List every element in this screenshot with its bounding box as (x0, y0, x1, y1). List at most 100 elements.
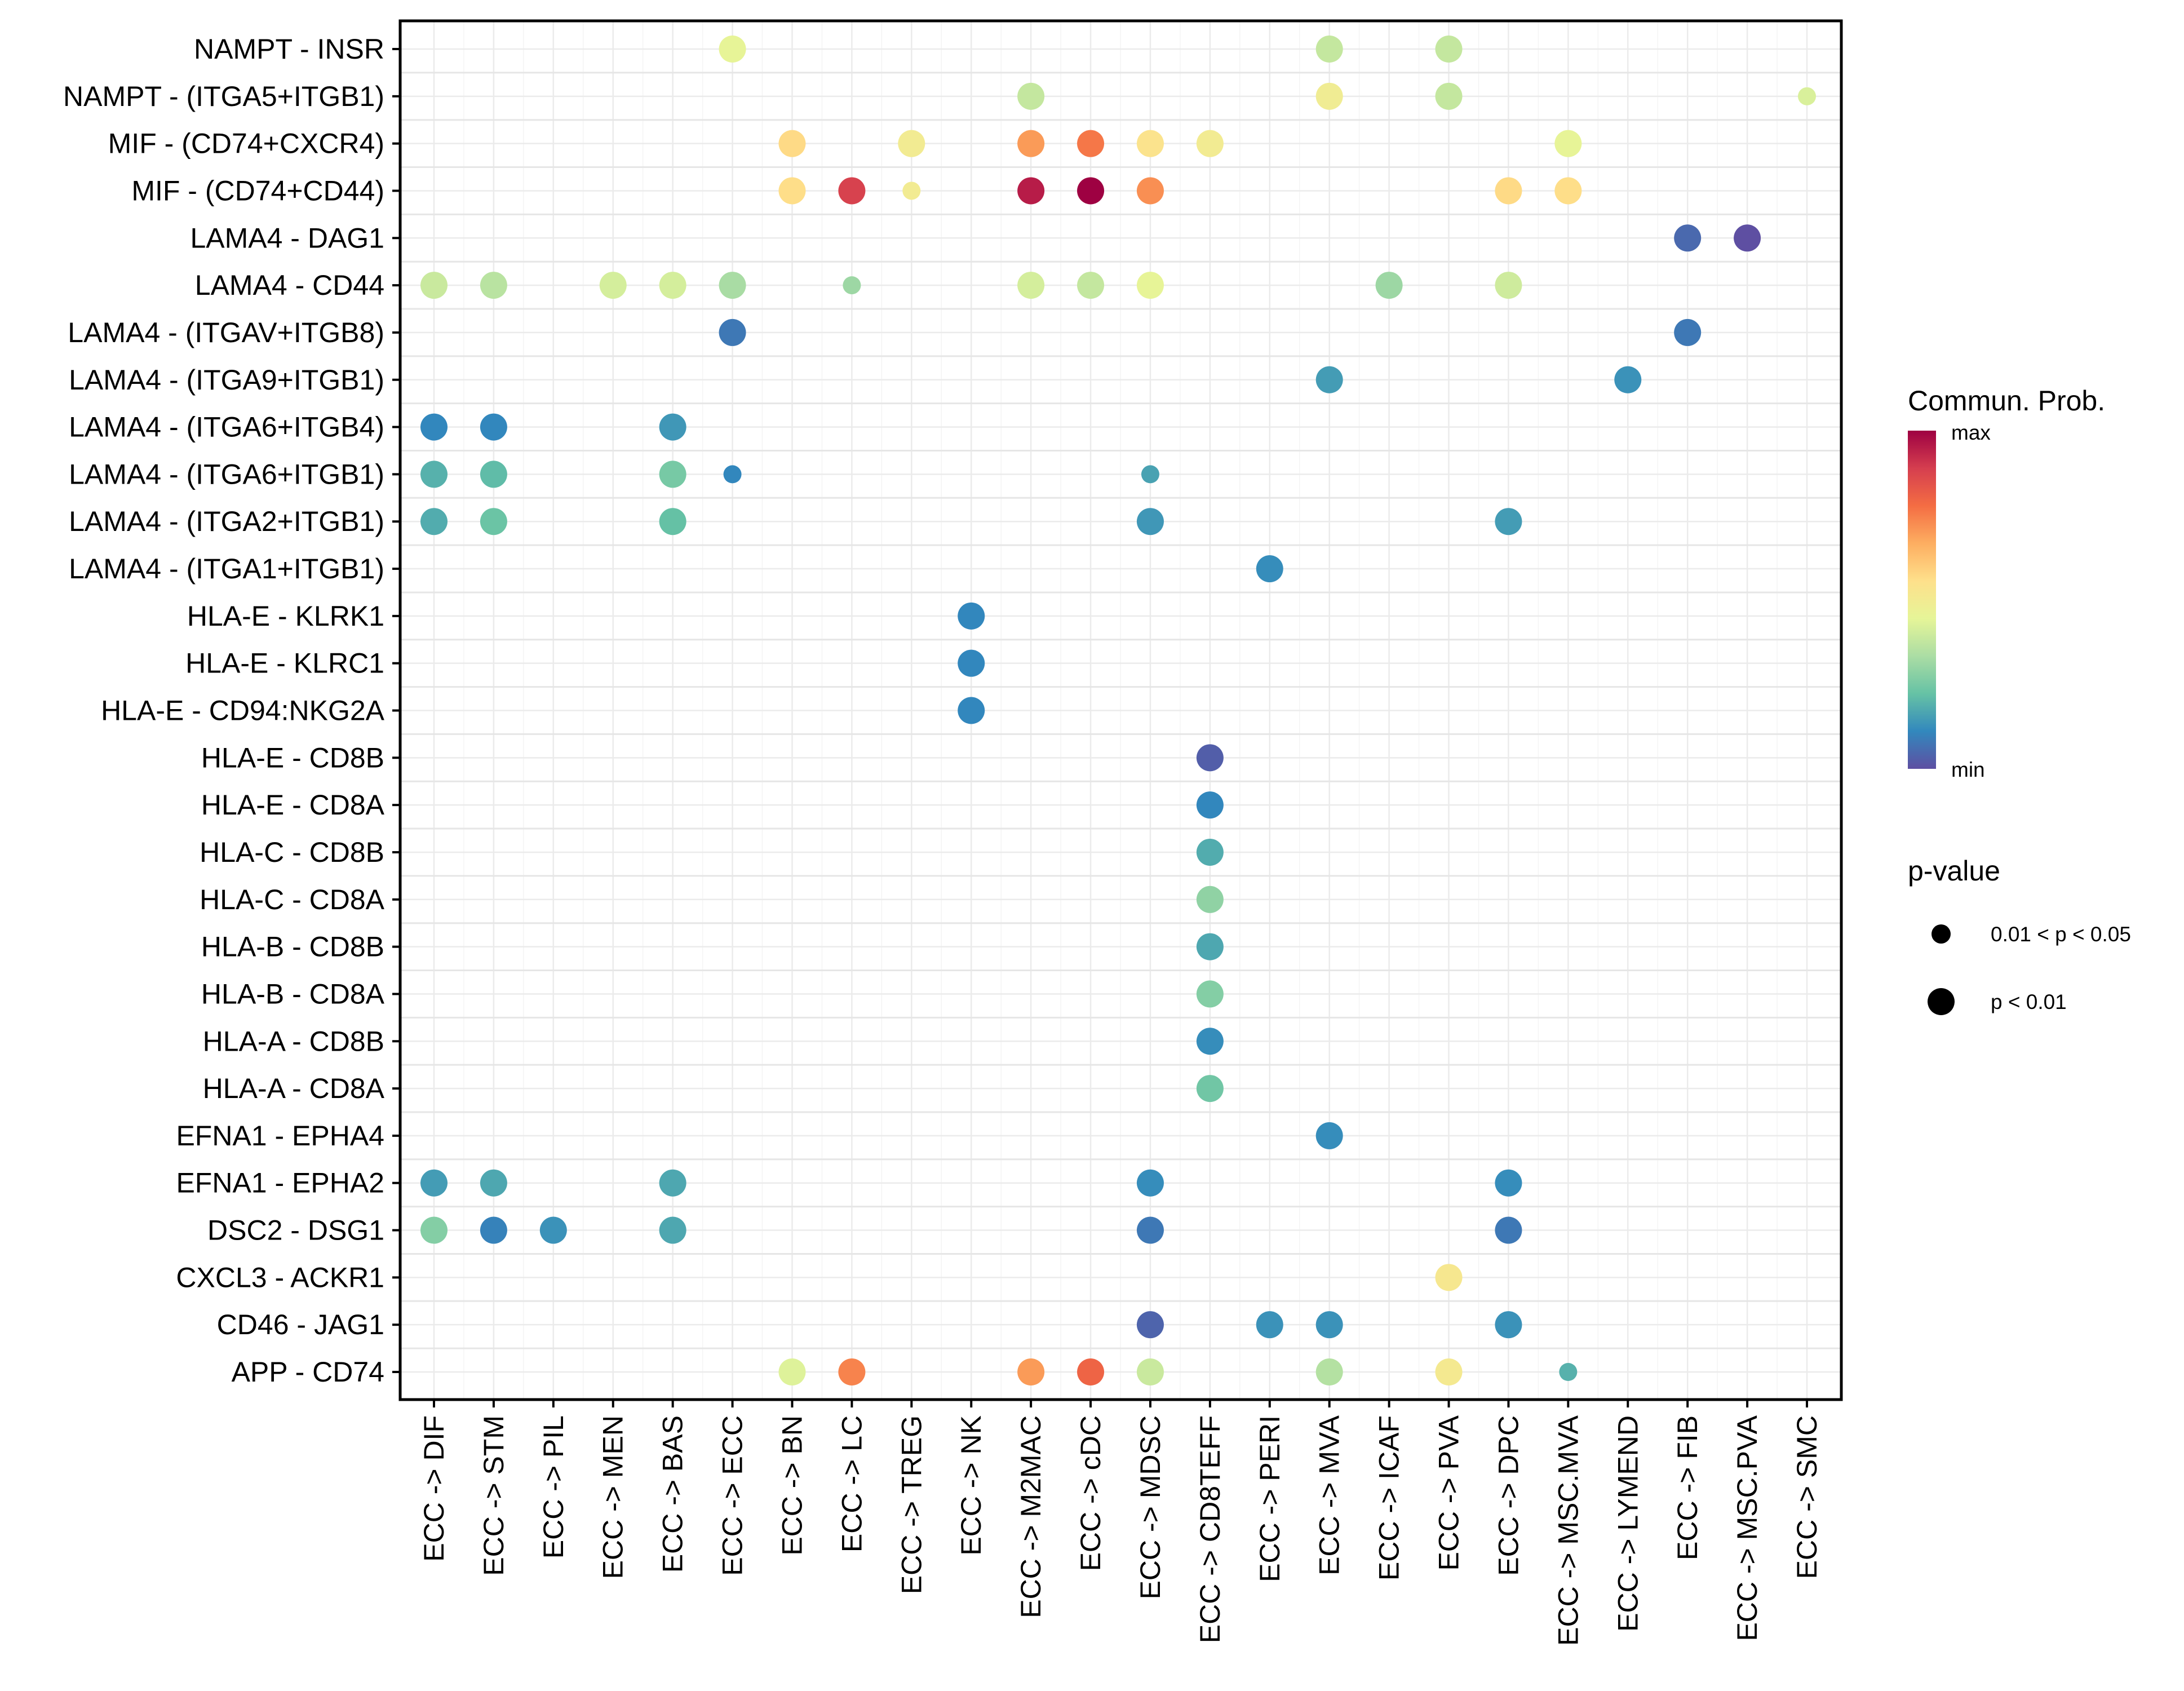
y-tick-label: LAMA4 - (ITGA6+ITGB4) (69, 411, 384, 443)
x-tick-label: ECC -> LYMEND (1612, 1415, 1643, 1632)
y-tick-label: NAMPT - INSR (194, 33, 384, 65)
data-point (1017, 177, 1045, 205)
data-point (719, 272, 746, 299)
x-tick-label: ECC -> M2MAC (1015, 1415, 1047, 1618)
data-point (1077, 272, 1105, 299)
data-point (480, 1169, 507, 1197)
gridlines (400, 21, 1841, 1400)
data-points (420, 36, 1816, 1385)
data-point (1495, 508, 1522, 535)
data-point (1554, 130, 1582, 157)
data-point (659, 272, 686, 299)
data-point (480, 272, 507, 299)
data-point (480, 1216, 507, 1244)
data-point (778, 1358, 806, 1385)
x-tick-label: ECC -> MVA (1314, 1415, 1345, 1575)
data-point (420, 1169, 448, 1197)
data-point (902, 182, 921, 200)
y-tick-label: CXCL3 - ACKR1 (176, 1261, 384, 1293)
y-tick-label: APP - CD74 (232, 1356, 384, 1388)
y-tick-label: MIF - (CD74+CD44) (131, 175, 384, 206)
data-point (1315, 1358, 1343, 1385)
x-tick-label: ECC -> MDSC (1135, 1415, 1166, 1599)
data-point (599, 272, 627, 299)
data-point (1495, 272, 1522, 299)
data-point (1136, 177, 1164, 205)
data-point (1017, 82, 1045, 110)
y-tick-label: HLA-E - KLRC1 (185, 648, 384, 679)
data-point (659, 508, 686, 535)
data-point (1196, 933, 1224, 960)
size-legend-symbol-large (1928, 988, 1955, 1015)
x-tick-label: ECC -> STM (478, 1415, 510, 1576)
x-tick-label: ECC -> BAS (657, 1415, 689, 1573)
size-legend-label-large: p < 0.01 (1991, 990, 2067, 1013)
data-point (480, 508, 507, 535)
y-tick-label: EFNA1 - EPHA4 (176, 1120, 384, 1152)
data-point (1017, 130, 1045, 157)
data-point (480, 461, 507, 488)
data-point (1435, 1264, 1463, 1291)
data-point (1798, 87, 1816, 105)
x-tick-label: ECC -> BN (776, 1415, 808, 1556)
y-tick-label: LAMA4 - CD44 (195, 269, 384, 301)
y-tick-label: HLA-C - CD8B (200, 836, 384, 868)
y-tick-label: HLA-B - CD8A (201, 978, 385, 1010)
color-legend-title: Commun. Prob. (1908, 385, 2105, 417)
data-point (719, 36, 746, 63)
data-point (480, 413, 507, 441)
y-axis: NAMPT - INSR NAMPT - (ITGA5+ITGB1) MIF - (… (63, 33, 400, 1388)
size-legend-title: p-value (1908, 855, 2000, 887)
data-point (1141, 465, 1159, 484)
color-legend-max-label: max (1951, 421, 1991, 444)
x-tick-label: ECC -> TREG (896, 1415, 927, 1594)
data-point (1136, 1169, 1164, 1197)
y-tick-label: LAMA4 - (ITGA1+ITGB1) (69, 553, 384, 585)
data-point (1315, 82, 1343, 110)
data-point (1196, 838, 1224, 866)
data-point (420, 508, 448, 535)
x-tick-label: ECC -> MEN (597, 1415, 629, 1579)
data-point (659, 413, 686, 441)
x-tick-label: ECC -> SMC (1791, 1415, 1823, 1579)
data-point (1196, 1028, 1224, 1055)
data-point (1136, 1311, 1164, 1339)
data-point (1495, 1311, 1522, 1339)
data-point (843, 276, 861, 295)
data-point (1196, 1075, 1224, 1103)
data-point (1495, 177, 1522, 205)
y-tick-label: EFNA1 - EPHA2 (176, 1167, 384, 1199)
y-tick-label: HLA-E - KLRK1 (187, 600, 384, 632)
y-tick-label: MIF - (CD74+CXCR4) (108, 128, 384, 160)
data-point (838, 1358, 866, 1385)
size-legend-symbol-small (1932, 924, 1951, 944)
data-point (723, 465, 742, 484)
data-point (1077, 130, 1105, 157)
data-point (778, 130, 806, 157)
y-tick-label: LAMA4 - (ITGA6+ITGB1) (69, 458, 384, 490)
data-point (659, 461, 686, 488)
x-tick-label: ECC -> cDC (1075, 1415, 1106, 1571)
size-legend-label-small: 0.01 < p < 0.05 (1991, 923, 2131, 946)
data-point (1435, 82, 1463, 110)
data-point (778, 177, 806, 205)
data-point (1495, 1216, 1522, 1244)
y-tick-label: HLA-A - CD8B (203, 1025, 384, 1057)
x-tick-label: ECC -> MSC.MVA (1552, 1415, 1584, 1645)
data-point (958, 697, 985, 724)
data-point (659, 1169, 686, 1197)
data-point (1315, 1122, 1343, 1149)
data-point (1315, 36, 1343, 63)
data-point (1077, 1358, 1105, 1385)
y-tick-label: NAMPT - (ITGA5+ITGB1) (63, 81, 384, 112)
y-tick-label: HLA-E - CD8A (201, 789, 385, 821)
y-tick-label: HLA-C - CD8A (200, 884, 384, 915)
data-point (958, 602, 985, 630)
data-point (1495, 1169, 1522, 1197)
x-tick-label: ECC -> NK (955, 1415, 987, 1556)
data-point (420, 413, 448, 441)
data-point (1196, 886, 1224, 913)
x-tick-label: ECC -> FIB (1672, 1415, 1703, 1560)
data-point (1196, 744, 1224, 772)
